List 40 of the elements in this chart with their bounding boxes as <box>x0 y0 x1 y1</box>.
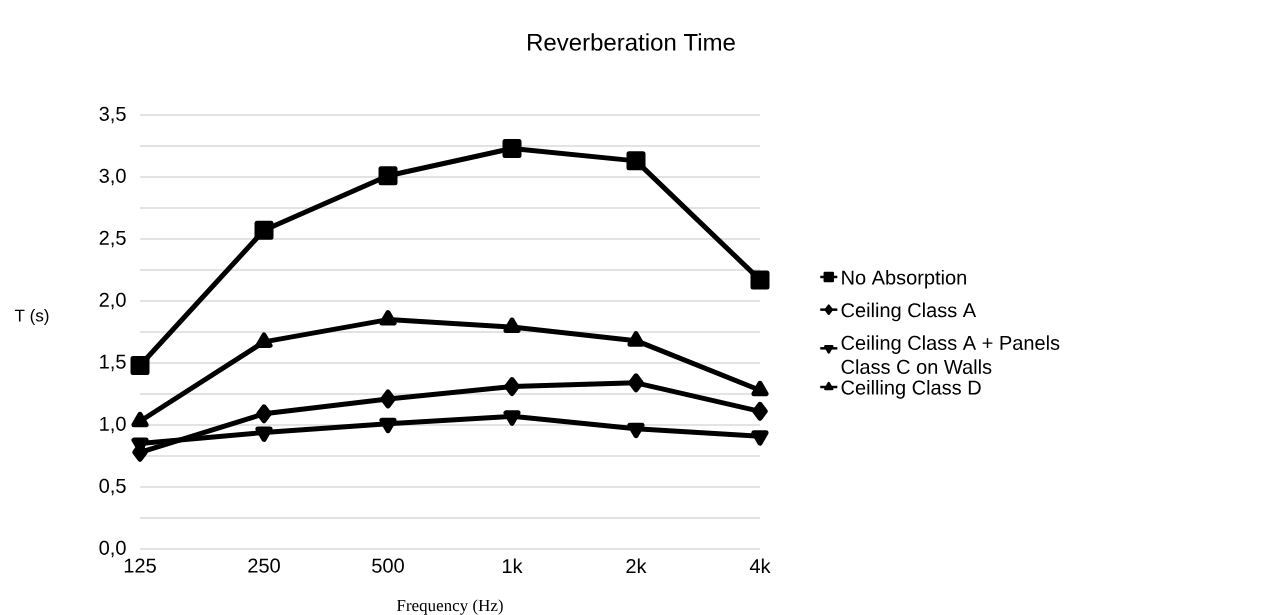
legend-label: Ceiling Class A <box>841 302 977 322</box>
x-tick-label: 4k <box>749 558 771 574</box>
point <box>130 355 150 375</box>
point <box>503 410 521 426</box>
x-tick-label: 250 <box>248 558 280 573</box>
legend-label: Ceilling Class D <box>841 379 981 399</box>
point <box>503 317 521 334</box>
point <box>751 430 769 446</box>
point <box>379 417 397 434</box>
point <box>379 310 397 326</box>
x-tick-label: 2k <box>626 558 647 574</box>
point <box>378 166 398 186</box>
point <box>256 404 272 424</box>
y-axis-title: T (s) <box>14 309 49 325</box>
point <box>752 401 768 421</box>
y-tick-label: 1,5 <box>100 354 126 372</box>
y-tick-label: 2,0 <box>99 292 126 310</box>
y-tick-label: 0,5 <box>99 478 126 496</box>
point <box>627 422 645 439</box>
point <box>254 220 274 240</box>
y-tick-label: 3,0 <box>99 168 126 186</box>
x-tick-label: 500 <box>372 558 404 573</box>
chart-title: Reverberation Time <box>528 33 735 51</box>
point <box>750 270 770 290</box>
point <box>504 377 520 397</box>
legend-label: No Absorption <box>842 269 966 289</box>
point <box>628 373 644 393</box>
y-tick-label: 0,0 <box>99 540 126 558</box>
y-tick-label: 2,5 <box>99 230 126 248</box>
point <box>626 151 646 171</box>
x-tick-label: 1k <box>502 558 523 574</box>
point <box>627 331 645 347</box>
legend-label: Ceiling Class A + Panels Class C on Walls <box>841 335 1060 374</box>
point <box>502 138 522 158</box>
y-tick-label: 1,0 <box>100 416 126 434</box>
point <box>380 389 396 409</box>
point <box>255 426 273 442</box>
x-axis-title: Frequency (Hz) <box>396 599 503 615</box>
x-tick-label: 125 <box>124 558 156 573</box>
y-tick-label: 3,5 <box>99 106 126 124</box>
